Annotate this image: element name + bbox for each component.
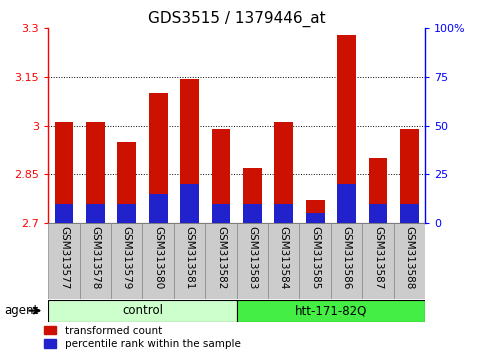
Bar <box>86 122 105 223</box>
Title: GDS3515 / 1379446_at: GDS3515 / 1379446_at <box>148 11 326 27</box>
Bar <box>149 194 168 223</box>
Bar <box>362 223 394 299</box>
Bar <box>331 223 362 299</box>
Bar <box>237 299 425 322</box>
Bar <box>268 223 299 299</box>
Bar <box>180 79 199 223</box>
Bar <box>117 204 136 223</box>
Bar <box>369 204 387 223</box>
Bar <box>337 184 356 223</box>
Text: GSM313582: GSM313582 <box>216 226 226 290</box>
Text: GSM313580: GSM313580 <box>153 226 163 289</box>
Bar <box>212 204 230 223</box>
Bar <box>55 204 73 223</box>
Bar <box>55 122 73 223</box>
Bar <box>212 129 230 223</box>
Bar <box>205 223 237 299</box>
Bar <box>117 142 136 223</box>
Bar <box>394 223 425 299</box>
Text: GSM313586: GSM313586 <box>341 226 352 290</box>
Bar <box>80 223 111 299</box>
Bar <box>174 223 205 299</box>
Text: control: control <box>122 304 163 317</box>
Bar <box>48 299 237 322</box>
Text: GSM313584: GSM313584 <box>279 226 289 290</box>
Text: GSM313583: GSM313583 <box>247 226 257 290</box>
Text: htt-171-82Q: htt-171-82Q <box>295 304 367 317</box>
Bar <box>149 93 168 223</box>
Bar <box>400 129 419 223</box>
Bar <box>369 158 387 223</box>
Text: GSM313579: GSM313579 <box>122 226 132 290</box>
Text: GSM313577: GSM313577 <box>59 226 69 290</box>
Bar <box>306 200 325 223</box>
Bar <box>400 204 419 223</box>
Bar <box>142 223 174 299</box>
Bar <box>337 35 356 223</box>
Bar <box>306 213 325 223</box>
Text: GSM313588: GSM313588 <box>404 226 414 290</box>
Text: GSM313587: GSM313587 <box>373 226 383 290</box>
Bar <box>274 204 293 223</box>
Text: GSM313585: GSM313585 <box>310 226 320 290</box>
Bar <box>274 122 293 223</box>
Legend: transformed count, percentile rank within the sample: transformed count, percentile rank withi… <box>44 326 241 349</box>
Bar <box>111 223 142 299</box>
Bar <box>237 223 268 299</box>
Text: agent: agent <box>4 304 39 317</box>
Bar <box>86 204 105 223</box>
Bar <box>299 223 331 299</box>
Text: GSM313578: GSM313578 <box>90 226 100 290</box>
Bar <box>243 204 262 223</box>
Text: GSM313581: GSM313581 <box>185 226 195 290</box>
Bar <box>48 223 80 299</box>
Bar <box>180 184 199 223</box>
Bar <box>243 168 262 223</box>
